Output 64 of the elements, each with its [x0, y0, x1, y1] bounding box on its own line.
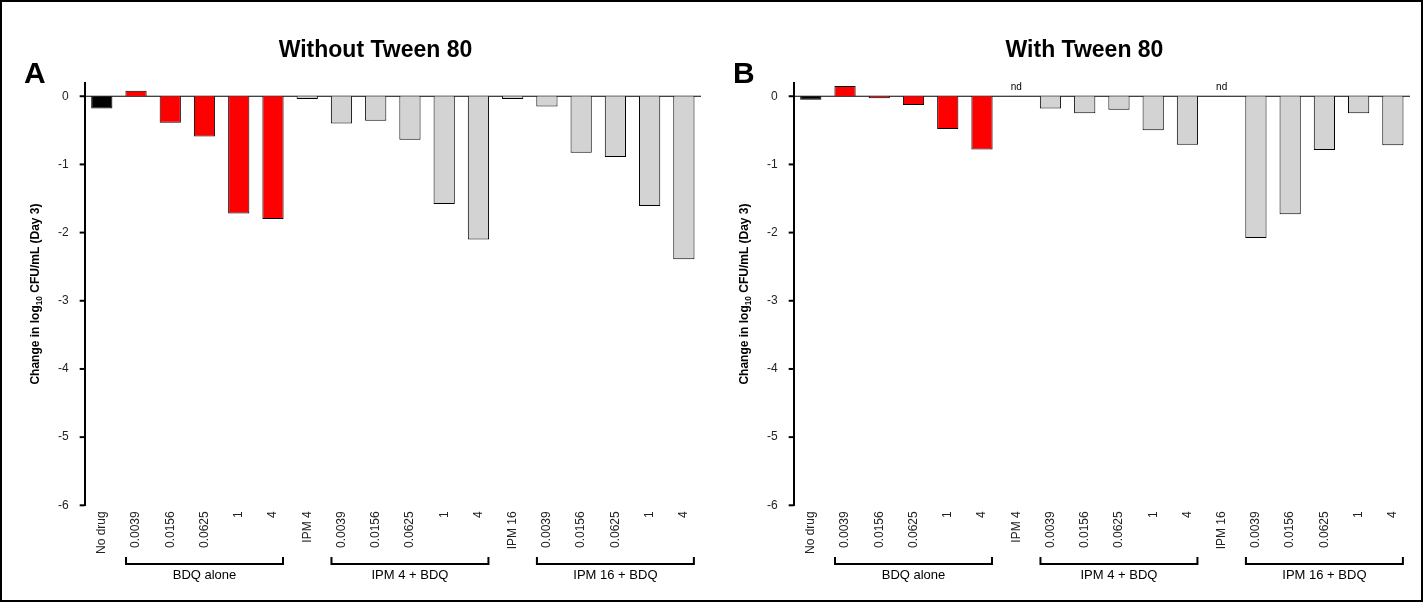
text: B — [733, 56, 755, 90]
x-tick-label: 0.0039 — [333, 510, 348, 549]
x-tick-label: 0.0039 — [1248, 510, 1263, 549]
y-tick-label: -6 — [58, 497, 69, 512]
text: IPM 4 + BDQ — [371, 567, 449, 583]
x-tick-label: 0.0156 — [871, 510, 886, 549]
x-tick-label: 4 — [1179, 511, 1194, 518]
x-tick-label: 0.0625 — [607, 510, 622, 549]
y-tick-label: -2 — [58, 224, 69, 239]
y-tick-label: -1 — [58, 156, 69, 171]
x-tick-label: 4 — [265, 511, 280, 518]
text: IPM 16 + BDQ — [573, 567, 658, 583]
x-tick-label: 0.0625 — [402, 510, 417, 549]
y-tick-label: -3 — [58, 293, 69, 308]
y-tick-label: -5 — [58, 429, 69, 444]
text: IPM 4 + BDQ — [1080, 567, 1158, 583]
x-tick-label: 0.0039 — [1042, 510, 1057, 549]
x-tick-label: 1 — [436, 511, 451, 518]
x-tick-label: 1 — [641, 511, 656, 518]
x-tick-label: 4 — [676, 511, 691, 518]
chart-title: With Tween 80 — [1005, 36, 1164, 63]
x-tick-label: 0.0039 — [539, 510, 554, 549]
y-axis-title: Change in log10 CFU/mL (Day 3) — [737, 203, 753, 385]
x-tick-label: IPM 16 — [504, 510, 519, 550]
y-tick-label: 0 — [61, 88, 69, 103]
x-tick-label: 0.0156 — [573, 510, 588, 549]
x-tick-label: 0.0625 — [1111, 510, 1126, 549]
y-tick-label: -1 — [767, 156, 778, 171]
y-tick-label: 0 — [770, 88, 778, 103]
x-tick-label: IPM 16 — [1213, 510, 1228, 550]
x-tick-label: 1 — [1350, 511, 1365, 518]
x-tick-label: IPM 4 — [299, 510, 314, 543]
x-tick-label: 1 — [940, 511, 955, 518]
x-tick-label: 0.0039 — [837, 510, 852, 549]
y-tick-label: -2 — [767, 224, 778, 239]
chart-title: Without Tween 80 — [278, 36, 473, 63]
x-tick-label: 4 — [974, 511, 989, 518]
x-tick-label: 0.0625 — [196, 510, 211, 549]
y-tick-label: -4 — [58, 361, 69, 376]
y-tick-label: -5 — [767, 429, 778, 444]
text: nd — [1216, 80, 1228, 92]
x-tick-label: 0.0625 — [905, 510, 920, 549]
text: BDQ alone — [881, 567, 946, 583]
x-tick-label: 0.0156 — [1077, 510, 1092, 549]
x-tick-label: 0.0156 — [368, 510, 383, 549]
x-tick-label: 0.0156 — [1282, 510, 1297, 549]
x-tick-label: 4 — [1385, 511, 1400, 518]
y-axis-title: Change in log10 CFU/mL (Day 3) — [28, 203, 44, 385]
x-tick-label: 0.0039 — [128, 510, 143, 549]
x-tick-label: 1 — [1145, 511, 1160, 518]
x-tick-label: 0.0625 — [1316, 510, 1331, 549]
y-tick-label: -6 — [767, 497, 778, 512]
text: nd — [1010, 80, 1022, 92]
y-tick-label: -3 — [767, 293, 778, 308]
x-tick-label: No drug — [803, 511, 818, 555]
x-tick-label: IPM 4 — [1008, 510, 1023, 543]
text: BDQ alone — [172, 567, 237, 583]
y-tick-label: -4 — [767, 361, 778, 376]
text: IPM 16 + BDQ — [1282, 567, 1367, 583]
text: A — [24, 56, 46, 90]
x-tick-label: 0.0156 — [162, 510, 177, 549]
x-tick-label: No drug — [94, 511, 109, 555]
x-tick-label: 1 — [231, 511, 246, 518]
x-tick-label: 4 — [470, 511, 485, 518]
